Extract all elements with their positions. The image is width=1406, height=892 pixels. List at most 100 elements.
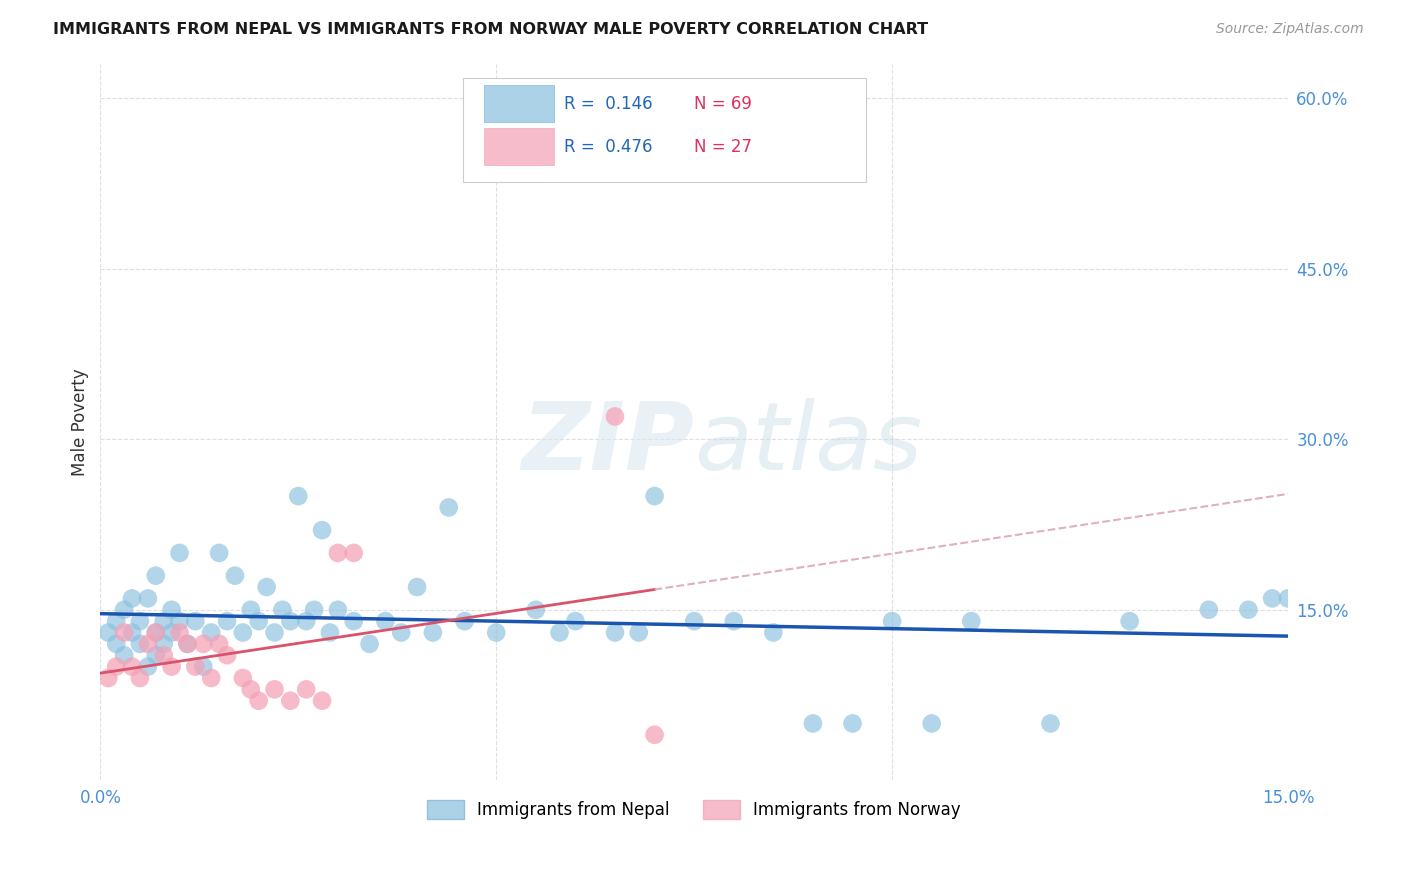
Point — [280, 694, 302, 708]
Point — [295, 614, 318, 628]
Point — [97, 671, 120, 685]
Point — [160, 659, 183, 673]
Point — [176, 637, 198, 651]
Point — [1118, 614, 1140, 628]
Point — [271, 603, 294, 617]
Legend: Immigrants from Nepal, Immigrants from Norway: Immigrants from Nepal, Immigrants from N… — [420, 793, 967, 826]
Point — [105, 637, 128, 651]
Y-axis label: Male Poverty: Male Poverty — [72, 368, 89, 476]
Point — [295, 682, 318, 697]
Point — [232, 625, 254, 640]
Point — [683, 614, 706, 628]
Point — [921, 716, 943, 731]
Point — [136, 659, 159, 673]
Point — [406, 580, 429, 594]
Point — [136, 637, 159, 651]
Point — [960, 614, 983, 628]
Point — [160, 603, 183, 617]
Text: N = 27: N = 27 — [695, 137, 752, 156]
Point — [169, 614, 191, 628]
Text: atlas: atlas — [695, 398, 922, 489]
Point — [105, 614, 128, 628]
Point — [208, 637, 231, 651]
Point — [263, 682, 285, 697]
Point — [437, 500, 460, 515]
Point — [485, 625, 508, 640]
Point — [1237, 603, 1260, 617]
Point — [311, 694, 333, 708]
Point — [239, 682, 262, 697]
Point — [193, 659, 215, 673]
FancyBboxPatch shape — [484, 128, 554, 165]
Point — [160, 625, 183, 640]
Point — [200, 671, 222, 685]
Point — [453, 614, 475, 628]
Point — [247, 614, 270, 628]
Point — [200, 625, 222, 640]
Point — [1039, 716, 1062, 731]
Text: IMMIGRANTS FROM NEPAL VS IMMIGRANTS FROM NORWAY MALE POVERTY CORRELATION CHART: IMMIGRANTS FROM NEPAL VS IMMIGRANTS FROM… — [53, 22, 928, 37]
Point — [287, 489, 309, 503]
Point — [422, 625, 444, 640]
Point — [129, 637, 152, 651]
Point — [152, 648, 174, 663]
Point — [176, 637, 198, 651]
FancyBboxPatch shape — [484, 86, 554, 122]
Point — [169, 546, 191, 560]
Point — [1277, 591, 1299, 606]
Point — [627, 625, 650, 640]
Point — [112, 603, 135, 617]
Point — [644, 489, 666, 503]
Point — [319, 625, 342, 640]
Point — [326, 546, 349, 560]
Point — [841, 716, 863, 731]
Point — [326, 603, 349, 617]
Point — [152, 614, 174, 628]
Point — [112, 625, 135, 640]
Point — [548, 625, 571, 640]
Point — [343, 614, 366, 628]
Point — [343, 546, 366, 560]
Point — [762, 625, 785, 640]
Point — [882, 614, 904, 628]
Point — [224, 568, 246, 582]
Point — [374, 614, 396, 628]
Point — [215, 648, 238, 663]
Point — [215, 614, 238, 628]
Point — [1198, 603, 1220, 617]
Point — [311, 523, 333, 537]
Point — [247, 694, 270, 708]
Point — [359, 637, 381, 651]
Point — [121, 659, 143, 673]
Point — [302, 603, 325, 617]
Point — [280, 614, 302, 628]
Point — [263, 625, 285, 640]
Point — [184, 659, 207, 673]
Point — [129, 671, 152, 685]
Point — [145, 625, 167, 640]
Point — [105, 659, 128, 673]
Point — [564, 614, 586, 628]
Point — [603, 625, 626, 640]
Point — [145, 568, 167, 582]
Point — [801, 716, 824, 731]
Point — [121, 591, 143, 606]
Point — [136, 591, 159, 606]
FancyBboxPatch shape — [463, 78, 866, 182]
Point — [121, 625, 143, 640]
Text: Source: ZipAtlas.com: Source: ZipAtlas.com — [1216, 22, 1364, 37]
Point — [239, 603, 262, 617]
Point — [145, 625, 167, 640]
Point — [232, 671, 254, 685]
Point — [145, 648, 167, 663]
Point — [1261, 591, 1284, 606]
Point — [97, 625, 120, 640]
Point — [129, 614, 152, 628]
Point — [603, 409, 626, 424]
Point — [524, 603, 547, 617]
Point — [389, 625, 412, 640]
Point — [723, 614, 745, 628]
Point — [184, 614, 207, 628]
Text: R =  0.146: R = 0.146 — [564, 95, 652, 112]
Text: R =  0.476: R = 0.476 — [564, 137, 652, 156]
